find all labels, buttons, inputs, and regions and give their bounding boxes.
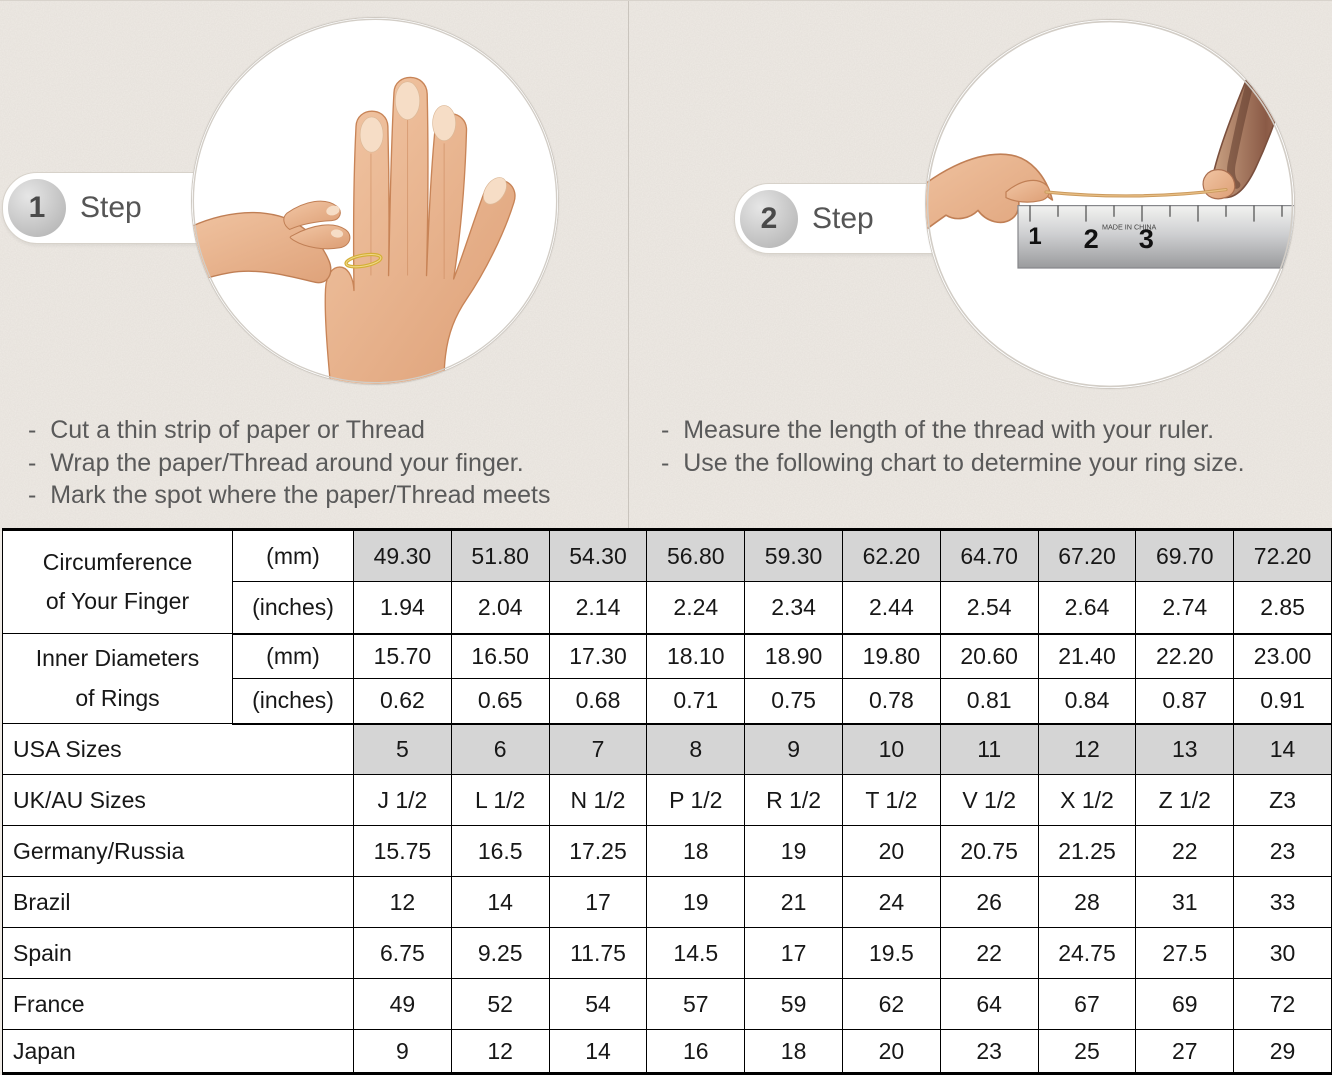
svg-text:2: 2 bbox=[1084, 223, 1099, 254]
svg-text:MADE IN CHINA: MADE IN CHINA bbox=[1102, 223, 1157, 232]
svg-text:1: 1 bbox=[1028, 223, 1041, 250]
